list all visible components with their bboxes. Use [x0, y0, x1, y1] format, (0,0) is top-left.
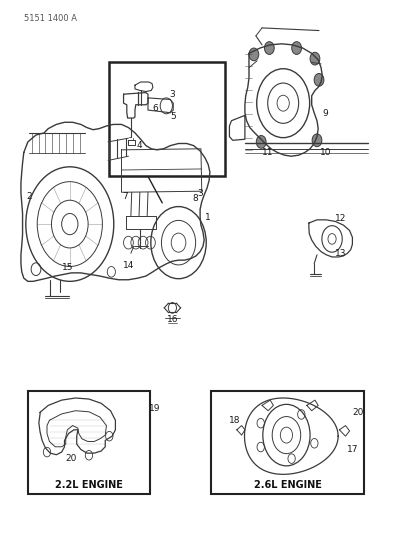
Text: 7: 7: [122, 192, 128, 201]
Text: 9: 9: [321, 109, 327, 118]
Circle shape: [309, 52, 319, 65]
Text: 13: 13: [335, 249, 346, 258]
Text: 14: 14: [122, 261, 134, 270]
Text: 19: 19: [148, 404, 160, 413]
Text: 20: 20: [65, 454, 76, 463]
Text: 10: 10: [319, 148, 330, 157]
Text: 6: 6: [152, 104, 158, 113]
Text: 3: 3: [197, 189, 203, 198]
Circle shape: [313, 74, 323, 86]
Text: 3: 3: [169, 90, 175, 99]
Text: 15: 15: [62, 263, 74, 272]
Text: 5151 1400 A: 5151 1400 A: [24, 14, 76, 23]
Text: 16: 16: [166, 315, 178, 324]
Circle shape: [248, 48, 258, 61]
Bar: [109, 62, 225, 176]
Text: 8: 8: [191, 194, 197, 203]
Bar: [28, 391, 150, 495]
Circle shape: [291, 42, 301, 54]
Text: 12: 12: [335, 214, 346, 223]
Text: 1: 1: [205, 213, 211, 222]
Text: 2.6L ENGINE: 2.6L ENGINE: [253, 480, 321, 490]
Text: 4: 4: [136, 141, 142, 150]
Text: 2: 2: [27, 192, 32, 201]
Text: 17: 17: [346, 445, 357, 454]
Text: 5: 5: [170, 112, 176, 122]
Text: 11: 11: [261, 148, 273, 157]
Text: 18: 18: [228, 416, 240, 425]
Text: 20: 20: [352, 408, 363, 417]
Circle shape: [264, 42, 274, 54]
Text: 2.2L ENGINE: 2.2L ENGINE: [55, 480, 123, 490]
Circle shape: [311, 134, 321, 147]
Circle shape: [256, 135, 265, 148]
Bar: [211, 391, 363, 495]
